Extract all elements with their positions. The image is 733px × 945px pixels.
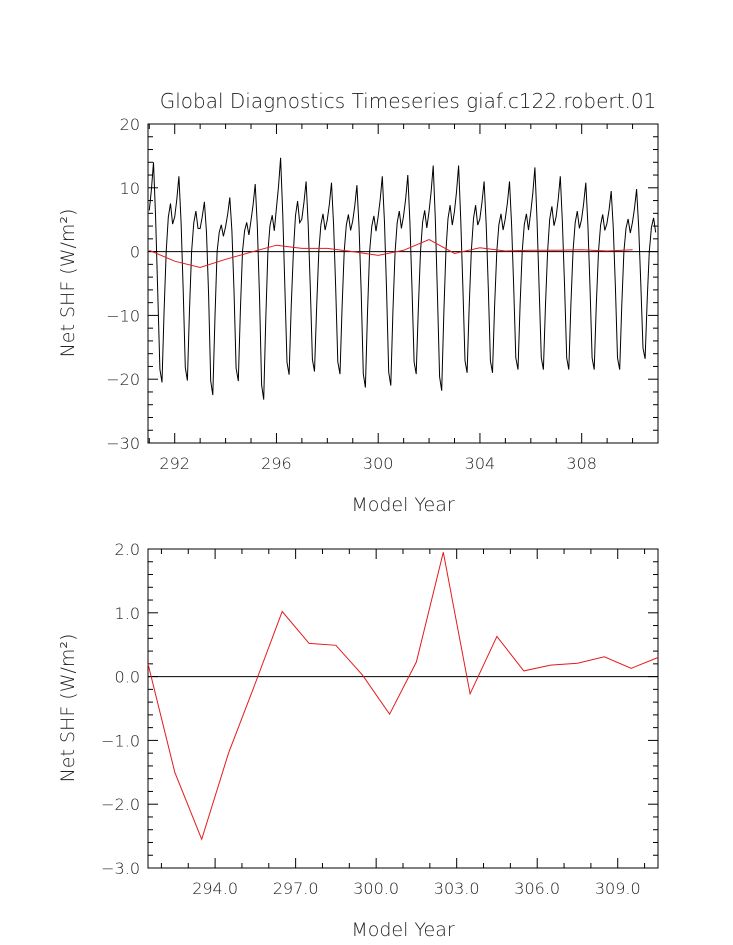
bottom-y-tick-label: −3.0: [101, 859, 140, 878]
bottom-y-tick-label: 2.0: [115, 540, 140, 559]
top-y-tick-label: 10: [120, 179, 140, 198]
bottom-ticks: [148, 548, 658, 869]
top-y-tick-label: −10: [106, 306, 140, 325]
figure-title: Global Diagnostics Timeseries giaf.c122.…: [160, 89, 657, 113]
top-chart: −30 −20 −10 0 10 20 292 296 300 304 308 Model Year…: [57, 115, 659, 516]
top-series: [148, 157, 657, 400]
top-x-tick-label: 292: [159, 454, 190, 473]
top-x-axis-label: Model Year: [351, 494, 455, 516]
bottom-y-axis-label: Net SHF (W/m²): [57, 634, 79, 783]
bottom-x-tick-label: 309.0: [595, 879, 641, 898]
top-y-tick-label: −30: [106, 434, 140, 453]
bottom-x-tick-label: 300.0: [353, 879, 399, 898]
top-x-tick-label: 296: [261, 454, 292, 473]
top-y-tick-label: 0: [130, 243, 140, 262]
bottom-x-tick-label: 303.0: [434, 879, 480, 898]
bottom-series: [147, 552, 659, 841]
bottom-x-tick-label: 297.0: [273, 879, 319, 898]
top-annual-series-line: [149, 238, 633, 269]
bottom-y-tick-label: −1.0: [101, 731, 140, 750]
bottom-y-tick-label: 0.0: [115, 668, 140, 687]
top-y-axis-label: Net SHF (W/m²): [57, 209, 79, 358]
bottom-y-tick-label: −2.0: [101, 795, 140, 814]
bottom-x-tick-label: 306.0: [514, 879, 560, 898]
top-ticks: [148, 123, 659, 444]
top-tick-labels: −30 −20 −10 0 10 20 292 296 300 304 308: [106, 115, 597, 473]
top-x-tick-label: 300: [363, 454, 394, 473]
bottom-chart: −3.0 −2.0 −1.0 0.0 1.0 2.0 294.0 297.0 300.0 303.…: [57, 540, 659, 941]
top-y-tick-label: −20: [106, 370, 140, 389]
bottom-plot-frame: [147, 548, 659, 869]
top-y-tick-label: 20: [120, 115, 140, 134]
bottom-annual-series-line: [147, 552, 659, 841]
bottom-tick-labels: −3.0 −2.0 −1.0 0.0 1.0 2.0 294.0 297.0 300.0 303.…: [101, 540, 641, 898]
top-x-tick-label: 304: [465, 454, 496, 473]
bottom-x-tick-label: 294.0: [192, 879, 238, 898]
bottom-x-axis-label: Model Year: [351, 919, 455, 941]
top-plot-frame: [147, 123, 659, 444]
bottom-y-tick-label: 1.0: [115, 604, 140, 623]
top-monthly-series-line: [148, 157, 657, 400]
top-x-tick-label: 308: [566, 454, 597, 473]
